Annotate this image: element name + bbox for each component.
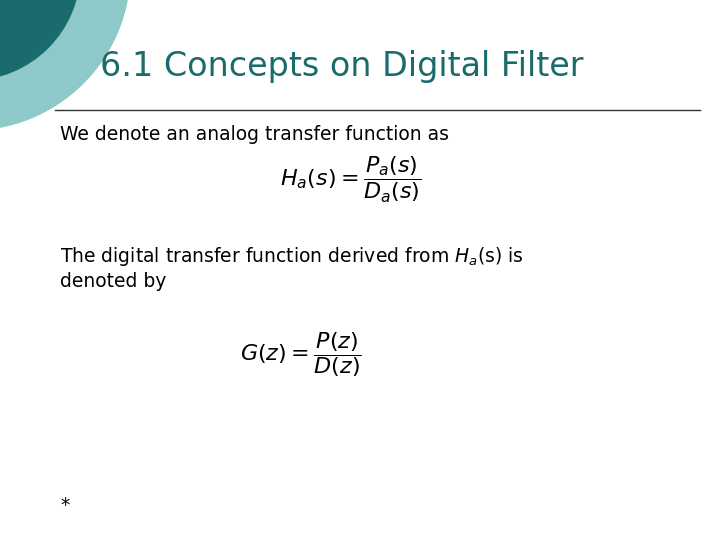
Text: The digital transfer function derived from $H_a$(s) is: The digital transfer function derived fr… bbox=[60, 245, 523, 268]
Text: *: * bbox=[60, 496, 69, 515]
Text: 6.1 Concepts on Digital Filter: 6.1 Concepts on Digital Filter bbox=[100, 50, 583, 83]
Text: $H_a(s)=\dfrac{P_a(s)}{D_a(s)}$: $H_a(s)=\dfrac{P_a(s)}{D_a(s)}$ bbox=[280, 155, 421, 205]
Text: We denote an analog transfer function as: We denote an analog transfer function as bbox=[60, 125, 449, 144]
Text: $G(z)=\dfrac{P(z)}{D(z)}$: $G(z)=\dfrac{P(z)}{D(z)}$ bbox=[240, 330, 361, 380]
Circle shape bbox=[0, 0, 130, 130]
Text: denoted by: denoted by bbox=[60, 272, 166, 291]
Circle shape bbox=[0, 0, 80, 80]
